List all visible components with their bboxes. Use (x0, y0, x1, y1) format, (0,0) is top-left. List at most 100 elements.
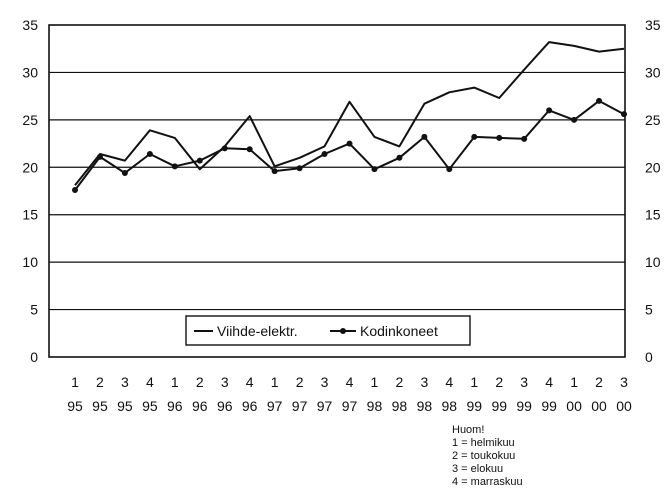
x-tick-label-quarter: 3 (121, 374, 129, 390)
data-point-kodinkoneet (396, 154, 403, 161)
x-tick-label-quarter: 4 (246, 374, 254, 390)
footnote-title: Huom! (452, 424, 485, 436)
x-tick-label-quarter: 2 (96, 374, 104, 390)
x-tick-label-year: 97 (292, 398, 308, 414)
y-tick-label-right: 0 (645, 349, 653, 365)
data-point-kodinkoneet (546, 107, 553, 114)
y-axis-right-ticks: 0 5 10 15 20 25 30 35 (645, 17, 661, 365)
x-tick-label-year: 97 (342, 398, 358, 414)
x-tick-label-year: 00 (566, 398, 582, 414)
data-point-kodinkoneet (496, 134, 503, 141)
x-tick-label-quarter: 2 (196, 374, 204, 390)
x-tick-label-year: 99 (491, 398, 507, 414)
data-point-kodinkoneet (571, 116, 578, 123)
x-tick-label-year: 98 (442, 398, 458, 414)
data-point-kodinkoneet (271, 168, 278, 175)
data-point-kodinkoneet (446, 166, 453, 173)
y-tick-label-left: 0 (30, 349, 38, 365)
footnote-line: 4 = marraskuu (452, 476, 523, 488)
x-tick-label-quarter: 3 (321, 374, 329, 390)
x-tick-label-year: 95 (142, 398, 158, 414)
y-tick-label-right: 20 (645, 159, 661, 175)
x-tick-label-quarter: 2 (495, 374, 503, 390)
x-tick-label-quarter: 1 (271, 374, 279, 390)
x-tick-label-year: 98 (417, 398, 433, 414)
y-tick-label-left: 5 (30, 302, 38, 318)
y-tick-label-left: 35 (22, 17, 38, 33)
x-tick-label-quarter: 1 (171, 374, 179, 390)
x-tick-label-quarter: 1 (470, 374, 478, 390)
x-tick-label-quarter: 4 (346, 374, 354, 390)
data-point-kodinkoneet (121, 169, 128, 176)
data-point-kodinkoneet (246, 146, 253, 153)
x-tick-label-quarter: 2 (396, 374, 404, 390)
x-tick-label-quarter: 3 (620, 374, 628, 390)
y-tick-label-right: 10 (645, 254, 661, 270)
y-tick-label-left: 25 (22, 112, 38, 128)
x-tick-label-year: 96 (192, 398, 208, 414)
data-point-kodinkoneet (196, 157, 203, 164)
x-tick-label-year: 99 (541, 398, 557, 414)
data-point-kodinkoneet (521, 135, 528, 142)
x-tick-label-year: 99 (516, 398, 532, 414)
x-tick-label-year: 99 (466, 398, 482, 414)
data-point-kodinkoneet (296, 165, 303, 172)
data-point-kodinkoneet (346, 140, 353, 147)
x-tick-label-quarter: 3 (520, 374, 528, 390)
x-tick-label-year: 97 (267, 398, 283, 414)
data-point-kodinkoneet (421, 133, 428, 140)
data-point-kodinkoneet (146, 151, 153, 158)
footnote-line: 2 = toukokuu (452, 450, 516, 462)
x-tick-label-year: 97 (317, 398, 333, 414)
y-tick-label-right: 15 (645, 207, 661, 223)
x-tick-label-year: 98 (367, 398, 383, 414)
x-tick-label-year: 95 (117, 398, 133, 414)
x-tick-label-year: 96 (217, 398, 233, 414)
footnote-line: 1 = helmikuu (452, 437, 515, 449)
data-point-kodinkoneet (621, 111, 627, 118)
x-tick-label-quarter: 4 (146, 374, 154, 390)
y-tick-label-left: 30 (22, 64, 38, 80)
x-tick-label-quarter: 4 (445, 374, 453, 390)
y-tick-label-right: 25 (645, 112, 661, 128)
x-tick-label-quarter: 1 (570, 374, 578, 390)
x-tick-label-year: 96 (167, 398, 183, 414)
legend-label-kodinkoneet: Kodinkoneet (360, 323, 438, 339)
plot-frame (48, 24, 626, 358)
x-tick-label-quarter: 1 (71, 374, 79, 390)
data-point-kodinkoneet (171, 163, 178, 170)
footnote: Huom! 1 = helmikuu 2 = toukokuu 3 = elok… (452, 424, 523, 489)
data-point-kodinkoneet (471, 133, 478, 140)
x-tick-label-year: 00 (591, 398, 607, 414)
x-tick-label-quarter: 3 (420, 374, 428, 390)
y-tick-label-left: 10 (22, 254, 38, 270)
series-line-viihde (74, 41, 625, 186)
x-tick-label-year: 95 (92, 398, 108, 414)
x-tick-label-quarter: 1 (371, 374, 379, 390)
data-point-kodinkoneet (596, 97, 603, 104)
data-point-kodinkoneet (72, 187, 78, 194)
x-tick-label-quarter: 4 (545, 374, 553, 390)
x-tick-label-year: 96 (242, 398, 258, 414)
x-axis-ticks: 1 95 2 95 3 95 4 95 1 96 2 96 3 96 4 96 1 97 2 97 3 97 4 97 1 98 2… (67, 374, 632, 414)
footnote-line: 3 = elokuu (452, 463, 504, 475)
legend-label-viihde: Viihde-elektr. (217, 323, 298, 339)
x-tick-label-quarter: 2 (595, 374, 603, 390)
x-tick-label-quarter: 3 (221, 374, 229, 390)
data-point-kodinkoneet (371, 166, 378, 173)
gridlines (49, 71, 625, 311)
data-point-kodinkoneet (321, 151, 328, 158)
data-point-kodinkoneet (221, 145, 228, 152)
x-tick-label-year: 95 (67, 398, 83, 414)
y-tick-label-right: 5 (645, 302, 653, 318)
y-tick-label-right: 35 (645, 17, 661, 33)
series-group (72, 41, 627, 194)
y-tick-label-left: 20 (22, 159, 38, 175)
legend-marker-kodinkoneet (340, 328, 346, 334)
x-tick-label-year: 00 (616, 398, 632, 414)
y-tick-label-right: 30 (645, 64, 661, 80)
legend: Viihde-elektr. Kodinkoneet (185, 315, 471, 346)
data-point-kodinkoneet (96, 153, 103, 160)
y-axis-left-ticks: 0 5 10 15 20 25 30 35 (22, 17, 38, 365)
